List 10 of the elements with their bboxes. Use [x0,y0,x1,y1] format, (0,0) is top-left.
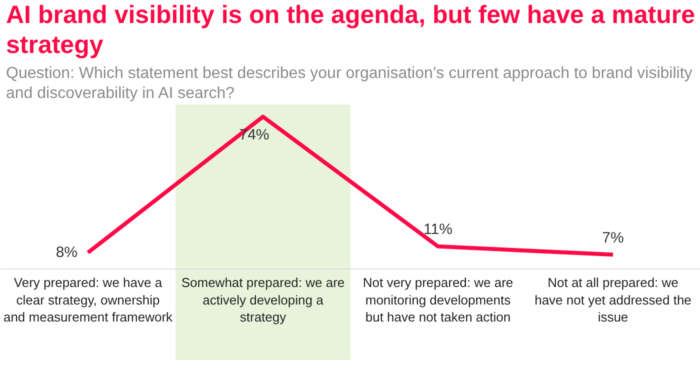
x-tick-label: Very prepared: we have a clear strategy, ownership and measurement framework [3,275,174,325]
data-label: 11% [424,221,452,238]
x-tick-label: Somewhat prepared: we are actively developing a strategy [181,275,345,325]
data-label: 7% [602,229,624,246]
chart-title: AI brand visibility is on the agenda, but few have a mature strategy [6,0,696,60]
chart-subtitle: Question: Which statement best describes your organisation’s current approach to brand visibility and discoverability in AI search? [6,64,694,104]
x-tick-label: Not very prepared: we are monitoring developments but have not taken action [362,275,514,325]
data-label: 74% [239,126,270,144]
data-label: 8% [56,244,78,262]
x-tick-label: Not at all prepared: we have not yet addressed the issue [534,275,692,325]
